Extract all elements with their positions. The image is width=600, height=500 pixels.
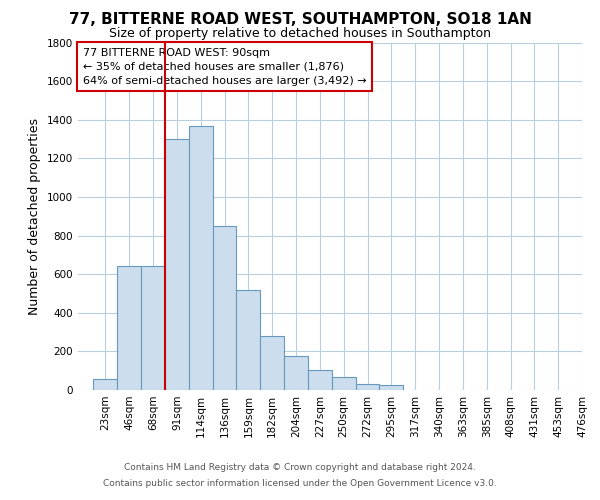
Bar — [212, 226, 236, 390]
Bar — [165, 139, 189, 390]
Bar — [189, 126, 212, 390]
Bar — [141, 266, 165, 390]
Text: 77 BITTERNE ROAD WEST: 90sqm
← 35% of detached houses are smaller (1,876)
64% of: 77 BITTERNE ROAD WEST: 90sqm ← 35% of de… — [83, 48, 367, 86]
Bar — [332, 378, 356, 390]
Text: Contains HM Land Registry data © Crown copyright and database right 2024.: Contains HM Land Registry data © Crown c… — [124, 464, 476, 472]
Bar — [356, 384, 379, 390]
Bar — [308, 370, 332, 390]
Text: Contains public sector information licensed under the Open Government Licence v3: Contains public sector information licen… — [103, 478, 497, 488]
Bar — [118, 266, 141, 390]
Bar — [94, 380, 118, 390]
Text: Size of property relative to detached houses in Southampton: Size of property relative to detached ho… — [109, 28, 491, 40]
Bar — [284, 356, 308, 390]
Bar — [379, 385, 403, 390]
Bar — [236, 290, 260, 390]
Text: 77, BITTERNE ROAD WEST, SOUTHAMPTON, SO18 1AN: 77, BITTERNE ROAD WEST, SOUTHAMPTON, SO1… — [68, 12, 532, 28]
Bar — [260, 336, 284, 390]
Y-axis label: Number of detached properties: Number of detached properties — [28, 118, 41, 315]
